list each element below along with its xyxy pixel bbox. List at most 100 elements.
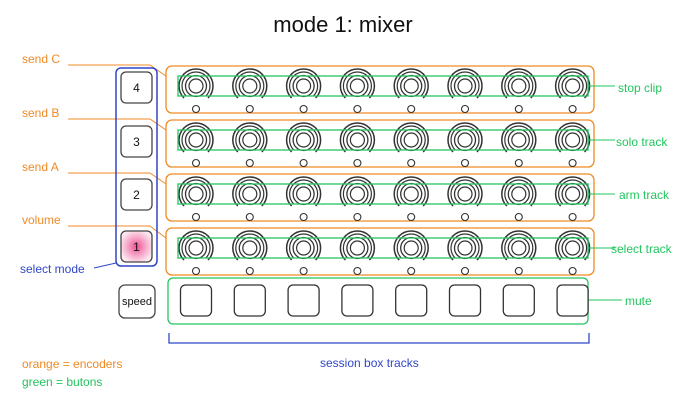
encoder-led (299, 212, 308, 222)
mode-button-2-label: 2 (133, 188, 140, 202)
row-label-send-c: send C (22, 52, 61, 66)
encoder-led (568, 212, 577, 222)
encoder-led (460, 212, 470, 222)
encoder-knob[interactable] (447, 230, 483, 276)
encoder-led (353, 266, 362, 276)
encoder-row-connector-send-c (68, 64, 167, 77)
legend-buttons: green = butons (22, 375, 103, 389)
encoder-row-connector-send-b (68, 118, 167, 131)
diagram-title: mode 1: mixer (273, 12, 413, 37)
encoder-knob[interactable] (501, 176, 537, 222)
mute-buttons (179, 284, 589, 317)
encoder-row-connector-send-a (68, 172, 167, 185)
encoder-knob[interactable] (178, 68, 214, 114)
encoder-led (191, 158, 201, 168)
mode-button-1-label: 1 (133, 240, 140, 254)
mode-selector-frame (115, 67, 158, 267)
encoder-led (407, 104, 416, 114)
encoder-led (514, 158, 523, 168)
encoder-led (568, 266, 577, 276)
encoder-led (353, 158, 362, 168)
legend-encoders: orange = encoders (22, 357, 123, 371)
encoder-led (407, 266, 416, 276)
mode-button-1[interactable]: 1 (120, 230, 153, 263)
encoder-row-frame-volume (165, 227, 595, 276)
encoder-led (191, 266, 201, 276)
encoder-row-connector-volume (68, 225, 167, 239)
session-box-bracket (168, 333, 590, 344)
encoder-led (299, 158, 308, 168)
encoder-led (191, 212, 201, 222)
encoder-knob[interactable] (554, 122, 591, 168)
encoder-knob[interactable] (393, 122, 429, 168)
encoder-knob[interactable] (285, 176, 322, 222)
encoder-knob[interactable] (232, 68, 268, 114)
encoder-knob[interactable] (232, 176, 268, 222)
encoder-knob[interactable] (232, 230, 268, 276)
row-label-select-track: select track (611, 242, 672, 256)
encoder-grid (68, 64, 615, 276)
speed-button-label: speed (122, 296, 152, 308)
mode-button-3-label: 3 (133, 135, 140, 149)
mute-button[interactable] (556, 284, 589, 317)
encoder-led (353, 212, 362, 222)
speed-button[interactable]: speed (118, 284, 156, 319)
encoder-led (407, 212, 416, 222)
encoder-led (514, 266, 523, 276)
encoder-led (245, 158, 254, 168)
select-mode-connector (93, 262, 117, 269)
row-label-stop-clip: stop clip (618, 81, 663, 95)
encoder-led (299, 266, 308, 276)
mode-button-3[interactable]: 3 (120, 125, 153, 158)
row-label-send-b: send B (22, 106, 60, 120)
encoder-knob[interactable] (178, 122, 214, 168)
mode-button-4-label: 4 (133, 81, 140, 95)
encoder-led (514, 212, 523, 222)
encoder-led (460, 266, 470, 276)
encoder-led (460, 158, 470, 168)
encoder-knob[interactable] (393, 230, 429, 276)
encoder-led (460, 104, 470, 114)
session-box-label: session box tracks (320, 356, 419, 370)
mute-button[interactable] (287, 284, 320, 317)
mode-button-2[interactable]: 2 (120, 178, 153, 211)
encoder-led (353, 104, 362, 114)
encoder-led (299, 104, 308, 114)
mute-button[interactable] (502, 284, 535, 317)
mute-button[interactable] (233, 284, 266, 317)
encoder-knob[interactable] (285, 230, 322, 276)
encoder-knob[interactable] (393, 68, 429, 114)
mute-button[interactable] (448, 284, 482, 317)
encoder-knob[interactable] (285, 68, 322, 114)
encoder-knob[interactable] (554, 176, 591, 222)
encoder-knob[interactable] (232, 122, 268, 168)
row-label-arm-track: arm track (619, 188, 670, 202)
mute-button[interactable] (179, 284, 213, 317)
encoder-knob[interactable] (178, 230, 214, 276)
encoder-knob[interactable] (339, 122, 376, 168)
encoder-led (407, 158, 416, 168)
select-mode-label: select mode (20, 262, 85, 276)
encoder-row-frame-send-b (165, 119, 595, 168)
mute-button[interactable] (395, 284, 428, 317)
encoder-led (245, 104, 254, 114)
encoder-led (568, 104, 577, 114)
row-label-send-a: send A (22, 160, 59, 174)
encoder-row-frame-send-c (165, 65, 595, 114)
encoder-knob[interactable] (501, 122, 537, 168)
row-label-volume: volume (22, 213, 61, 227)
mute-label: mute (625, 294, 652, 308)
encoder-knob[interactable] (285, 122, 322, 168)
mute-button[interactable] (341, 284, 374, 317)
encoder-led (191, 104, 201, 114)
encoder-row-frame-send-a (165, 173, 595, 222)
encoder-knob[interactable] (501, 68, 537, 114)
encoder-led (245, 212, 254, 222)
encoder-led (245, 266, 254, 276)
encoder-knob[interactable] (447, 68, 483, 114)
encoder-knob[interactable] (447, 122, 483, 168)
encoder-led (514, 104, 523, 114)
mode-button-4[interactable]: 4 (120, 71, 153, 104)
encoder-led (568, 158, 577, 168)
